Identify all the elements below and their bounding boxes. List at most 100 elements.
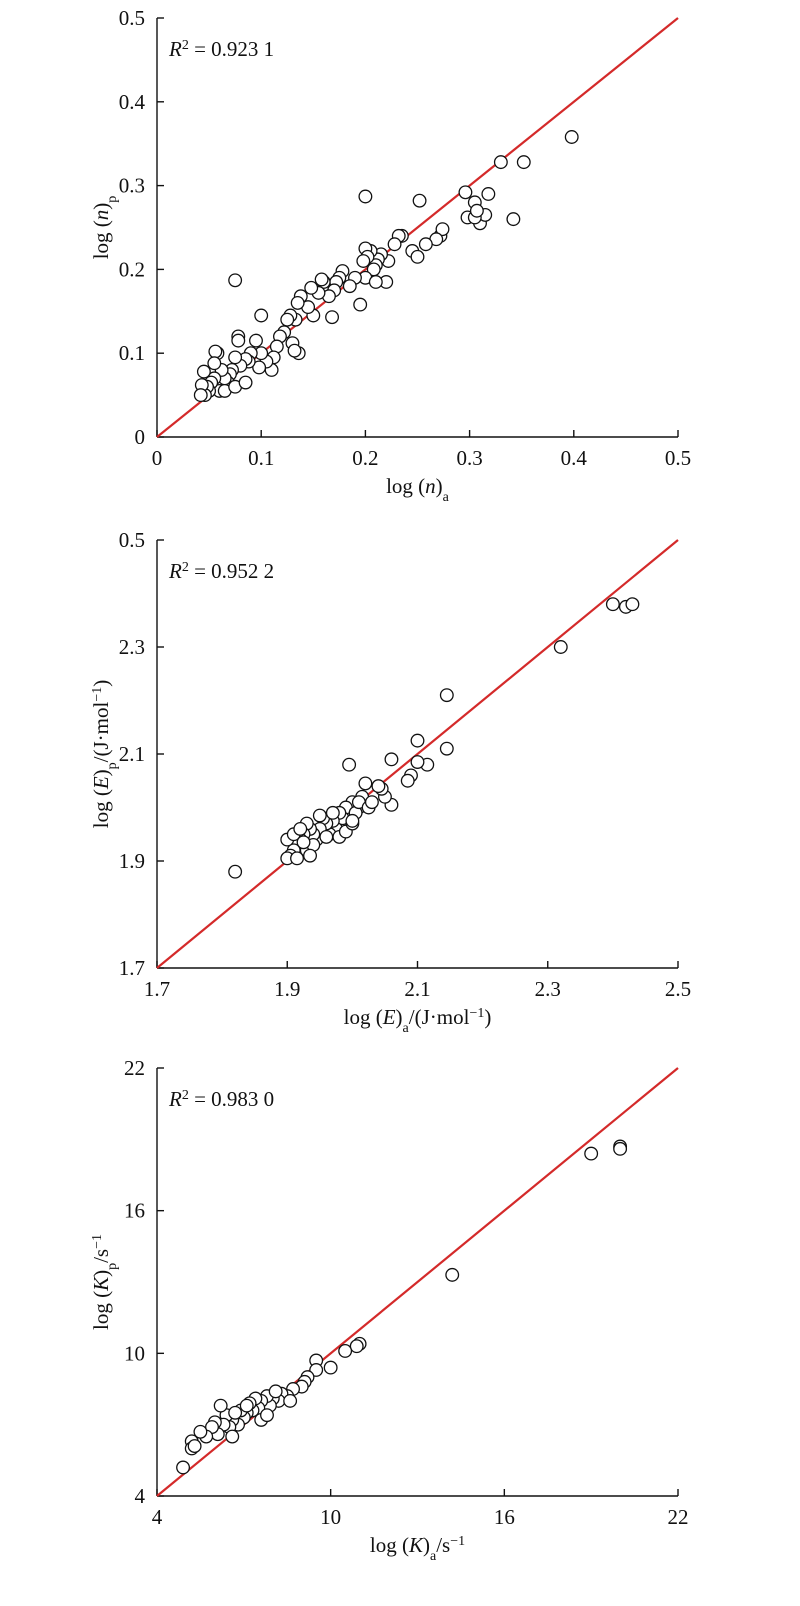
label-part: p bbox=[105, 1263, 120, 1270]
point bbox=[287, 343, 302, 358]
point bbox=[469, 203, 484, 218]
point bbox=[187, 1439, 202, 1454]
point bbox=[228, 1405, 243, 1420]
label-part: p bbox=[105, 196, 120, 203]
point bbox=[293, 821, 308, 836]
point bbox=[176, 1460, 191, 1475]
label-part: n bbox=[89, 210, 113, 221]
point bbox=[439, 741, 454, 756]
point bbox=[290, 295, 305, 310]
label-part: a bbox=[443, 490, 450, 505]
point bbox=[345, 813, 360, 828]
x-tick-label: 1.9 bbox=[274, 977, 300, 1001]
label-part: /s bbox=[89, 1249, 113, 1263]
point bbox=[358, 776, 373, 791]
point bbox=[342, 279, 357, 294]
label-part: −1 bbox=[450, 1534, 465, 1549]
point bbox=[254, 308, 269, 323]
point bbox=[268, 1384, 283, 1399]
point bbox=[249, 333, 263, 348]
label-part: n bbox=[425, 474, 436, 498]
x-tick-label: 1.7 bbox=[144, 977, 170, 1001]
point bbox=[368, 275, 383, 289]
label-part: E bbox=[382, 1005, 396, 1029]
label-part: ) bbox=[396, 1005, 403, 1029]
point bbox=[303, 848, 317, 863]
x-axis-label: log (E)a/(J·mol−1) bbox=[344, 1005, 492, 1036]
y-axis-label: log (K)p/s−1 bbox=[89, 1234, 120, 1330]
x-axis-label: log (K)a/s−1 bbox=[370, 1533, 465, 1564]
label-part: = 0.952 2 bbox=[189, 559, 274, 583]
x-tick-label: 2.5 bbox=[665, 977, 691, 1001]
label-part: log ( bbox=[370, 1533, 409, 1557]
annotation: R2 = 0.983 0 bbox=[168, 1087, 274, 1111]
point bbox=[412, 193, 427, 208]
label-part: K bbox=[408, 1533, 424, 1557]
annotation: R2 = 0.952 2 bbox=[168, 559, 274, 583]
label-part: /(J·mol bbox=[89, 702, 113, 763]
y-tick-label: 2.3 bbox=[119, 635, 145, 659]
label-part: log ( bbox=[89, 1291, 113, 1330]
point bbox=[625, 597, 640, 612]
x-axis-label: log (n)a bbox=[386, 474, 450, 505]
point bbox=[280, 312, 295, 327]
point bbox=[435, 222, 450, 237]
point bbox=[196, 364, 211, 379]
label-part: 2 bbox=[182, 560, 189, 575]
point bbox=[349, 1339, 364, 1354]
label-part: R bbox=[168, 37, 182, 61]
point bbox=[296, 835, 311, 850]
x-tick-label: 10 bbox=[320, 1505, 341, 1529]
point bbox=[325, 805, 340, 820]
label-part: ) bbox=[89, 680, 113, 687]
label-part: log ( bbox=[89, 220, 113, 259]
x-tick-label: 16 bbox=[494, 1505, 515, 1529]
label-part: p bbox=[105, 762, 120, 769]
point bbox=[410, 755, 425, 769]
point bbox=[613, 1141, 628, 1156]
y-tick-label: 22 bbox=[124, 1056, 145, 1080]
point bbox=[252, 360, 267, 375]
point bbox=[193, 1424, 208, 1439]
point bbox=[364, 795, 379, 810]
point bbox=[239, 1398, 254, 1413]
point bbox=[445, 1267, 460, 1282]
y-tick-label: 1.7 bbox=[119, 956, 145, 980]
label-part: ) bbox=[89, 203, 113, 210]
label-part: log ( bbox=[89, 789, 113, 828]
label-part: 2 bbox=[182, 1088, 189, 1103]
point bbox=[312, 808, 327, 823]
x-tick-label: 0.2 bbox=[352, 446, 378, 470]
label-part: a bbox=[403, 1021, 410, 1036]
x-tick-label: 2.3 bbox=[535, 977, 561, 1001]
y-tick-label: 0.3 bbox=[119, 174, 145, 198]
y-tick-label: 0.4 bbox=[119, 90, 146, 114]
label-part: ) bbox=[436, 474, 443, 498]
point bbox=[323, 1360, 338, 1375]
y-tick-label: 10 bbox=[124, 1341, 145, 1365]
label-part: ) bbox=[89, 769, 113, 776]
point bbox=[208, 344, 223, 359]
point bbox=[325, 310, 340, 325]
point bbox=[564, 130, 579, 144]
point bbox=[290, 851, 304, 866]
y-tick-label: 16 bbox=[124, 1199, 145, 1223]
label-part: log ( bbox=[386, 474, 425, 498]
point bbox=[387, 237, 402, 252]
label-part: ) bbox=[423, 1533, 430, 1557]
x-tick-label: 4 bbox=[152, 1505, 163, 1529]
point bbox=[400, 773, 415, 788]
y-tick-label: 1.9 bbox=[119, 849, 145, 873]
y-tick-label: 0.1 bbox=[119, 341, 145, 365]
point bbox=[410, 733, 425, 748]
label-part: R bbox=[168, 559, 182, 583]
point bbox=[283, 1393, 298, 1408]
point bbox=[371, 779, 386, 794]
label-part: −1 bbox=[90, 687, 105, 702]
point bbox=[356, 254, 371, 268]
point bbox=[342, 757, 357, 772]
point bbox=[193, 388, 208, 403]
